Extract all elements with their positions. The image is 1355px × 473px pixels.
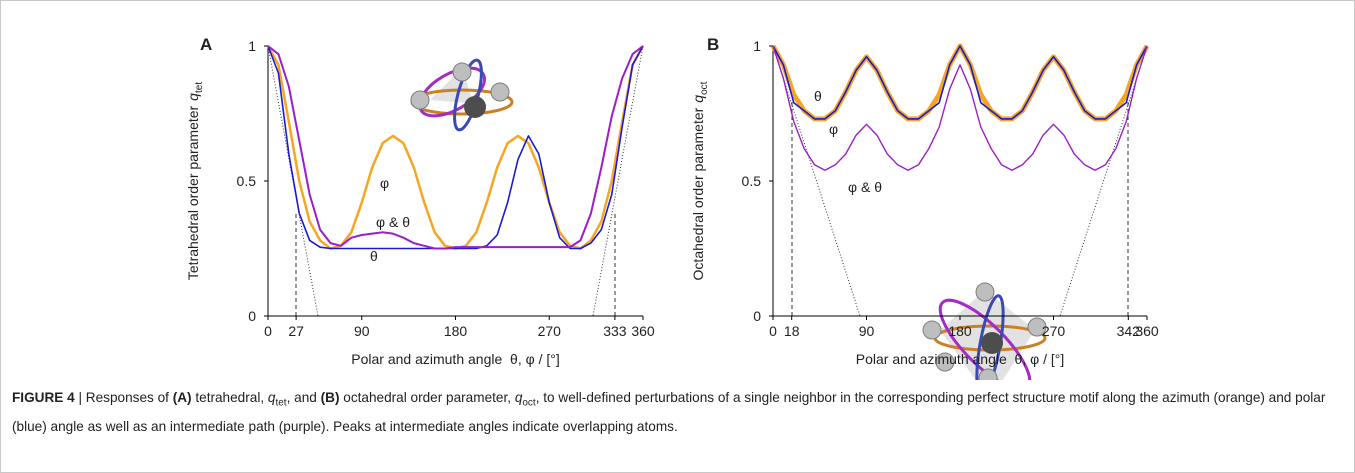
x-tick-label: 360: [631, 323, 655, 339]
panel-label: B: [707, 35, 719, 54]
caption-text: | Responses of: [78, 390, 169, 405]
series-line: [267, 45, 644, 250]
annotation: φ: [380, 175, 389, 191]
caption-text: (A): [172, 390, 192, 405]
y-axis-label-text: Octahedral order parameter: [690, 107, 706, 280]
x-axis-label: Polar and azimuth angle θ, φ / [°]: [856, 351, 1064, 367]
y-axis-label: Octahedral order parameter qoct: [690, 81, 710, 280]
molecule-icon-b: [922, 282, 1047, 380]
y-tick-label: 0.5: [742, 173, 762, 189]
series-line: [772, 45, 1148, 120]
caption-text: tetrahedral,: [195, 390, 265, 405]
x-tick-label: 180: [444, 323, 468, 339]
caption-text: , and: [286, 390, 317, 405]
annotation: θ: [814, 88, 822, 104]
series-line: [770, 43, 1150, 122]
y-axis-label: Tetrahedral order parameter qtet: [185, 82, 205, 280]
caption-text: octahedral order parameter,: [343, 390, 512, 405]
y-tick-label: 0: [753, 308, 761, 324]
y-tick-label: 0.5: [237, 173, 257, 189]
guide-lines: [267, 45, 1148, 317]
y-axis-label-subscript: tet: [194, 82, 205, 93]
caption-symbol: q: [514, 390, 523, 405]
caption-figure: FIGURE 4: [12, 390, 75, 405]
y-tick-label: 0: [248, 308, 256, 324]
y-tick-label: 1: [753, 38, 761, 54]
annotation: θ: [370, 248, 378, 264]
annotation: φ & θ: [376, 214, 410, 230]
caption-subscript: oct: [522, 397, 536, 409]
x-tick-label: 18: [784, 323, 800, 339]
y-tick-label: 1: [248, 38, 256, 54]
caption-subscript: tet: [275, 397, 287, 409]
x-tick-label: 90: [354, 323, 370, 339]
x-tick-label: 270: [1042, 323, 1066, 339]
x-tick-label: 0: [264, 323, 272, 339]
caption-symbol: q: [267, 390, 276, 405]
x-tick-label: 333: [603, 323, 627, 339]
y-axis-label-symbol: q: [185, 93, 201, 101]
x-tick-label: 342: [1117, 323, 1141, 339]
y-axis-label-text: Tetrahedral order parameter: [185, 105, 201, 280]
x-axis-label: Polar and azimuth angle θ, φ / [°]: [351, 351, 559, 367]
x-tick-label: 0: [769, 323, 777, 339]
caption-text: (B): [320, 390, 340, 405]
y-axis-label-symbol: q: [690, 95, 706, 103]
molecule-icon-a: [410, 58, 514, 132]
caption: FIGURE 4 | Responses of (A) tetrahedral,…: [12, 386, 1342, 438]
x-tick-label: 270: [538, 323, 562, 339]
annotation: φ & θ: [848, 179, 882, 195]
x-tick-label: 27: [288, 323, 304, 339]
figure: A B φ φ & θ θ θ φ φ & θ 0 27 90 180 270 333 36…: [185, 35, 1159, 380]
x-tick-label: 180: [948, 323, 972, 339]
x-tick-label: 90: [859, 323, 875, 339]
panel-label: A: [200, 35, 212, 54]
series-line: [772, 45, 1148, 171]
series-line: [267, 45, 644, 250]
annotation: φ: [829, 121, 838, 137]
caption-text: , to well-defined perturbations of a sin…: [12, 390, 1326, 434]
x-tick-label: 360: [1135, 323, 1159, 339]
y-axis-label-subscript: oct: [699, 81, 710, 95]
